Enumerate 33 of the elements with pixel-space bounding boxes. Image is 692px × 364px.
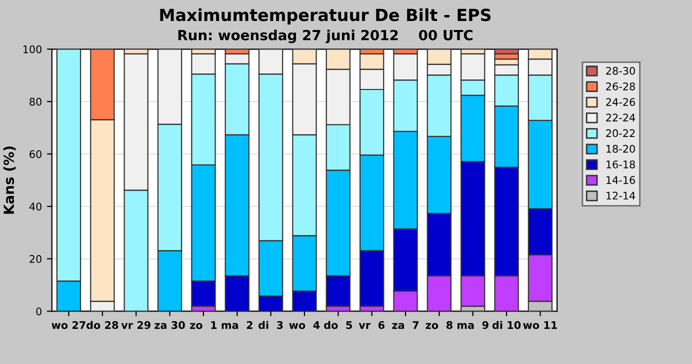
x-tick-label: za 7 <box>392 321 418 330</box>
y-axis-title: Kans (%) <box>3 146 16 214</box>
y-tick-label: 80 <box>30 98 42 106</box>
x-tick-label: zo 8 <box>426 321 452 330</box>
chart-subtitle: Run: woensdag 27 juni 2012 00 UTC <box>178 30 473 44</box>
legend-label: 16-18 <box>606 160 635 168</box>
x-tick-label: ma 2 <box>222 321 252 330</box>
x-tick-label: di 3 <box>258 320 283 330</box>
x-tick-label: di 10 <box>492 320 521 330</box>
x-tick-label: vr 29 <box>121 321 150 330</box>
chart-title: Maximumtemperatuur De Bilt - EPS <box>160 8 491 24</box>
x-tick-label: ma 9 <box>458 321 488 330</box>
x-tick-label: wo 11 <box>523 321 557 330</box>
x-tick-label: za 30 <box>154 321 185 330</box>
legend-label: 24-26 <box>606 98 636 106</box>
legend-label: 18-20 <box>606 144 635 153</box>
legend-label: 14-16 <box>606 176 636 184</box>
y-tick-label: 60 <box>30 150 42 158</box>
y-tick-label: 20 <box>30 255 42 263</box>
y-tick-label: 0 <box>36 307 42 316</box>
x-tick-label: vr 6 <box>358 321 384 330</box>
legend-label: 12-14 <box>606 192 636 200</box>
x-tick-label: wo 4 <box>289 321 320 330</box>
legend-label: 26-28 <box>606 82 635 90</box>
y-tick-label: 100 <box>23 45 42 54</box>
legend-label: 20-22 <box>606 129 635 138</box>
legend-label: 28-30 <box>606 66 635 75</box>
legend-label: 22-24 <box>606 114 636 122</box>
x-tick-label: zo 1 <box>190 321 217 330</box>
y-tick-label: 40 <box>29 202 42 210</box>
x-tick-label: do 28 <box>86 320 118 330</box>
x-tick-label: do 5 <box>324 320 352 330</box>
x-tick-label: wo 27 <box>52 321 86 330</box>
